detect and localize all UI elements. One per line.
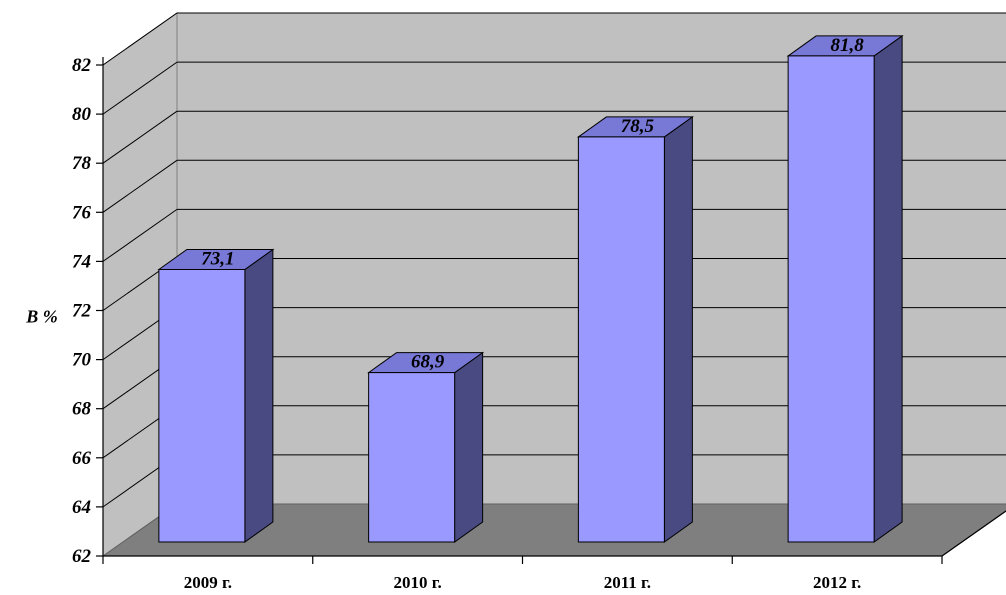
bar: [368, 372, 456, 543]
axes: [96, 57, 1006, 564]
y-axis-label: В %: [25, 306, 58, 326]
gridline-side: [102, 110, 178, 164]
data-label: 68,9: [411, 352, 445, 373]
floor-edge: [941, 510, 1006, 557]
y-tick-label: 76: [72, 202, 92, 223]
y-tick-label: 72: [72, 301, 92, 322]
labels: 62 64 66 68 70 72 74 76 78 80 82 В % 73,1 2009 г. 68,9…: [25, 35, 864, 592]
gridline-side: [102, 12, 178, 66]
bar: [577, 136, 665, 543]
gridline-side: [102, 61, 178, 115]
y-tick-label: 62: [72, 546, 92, 567]
bar-side: [454, 351, 484, 543]
bar-side: [663, 115, 693, 543]
data-label: 81,8: [831, 35, 865, 56]
y-tick-label: 80: [72, 104, 92, 125]
data-label: 73,1: [201, 248, 234, 269]
y-tick-label: 64: [72, 497, 91, 518]
y-tick-label: 74: [72, 251, 91, 272]
gridline-side: [102, 208, 178, 262]
bar-side: [873, 34, 903, 543]
x-tick-label: 2010 г.: [393, 573, 441, 592]
data-label: 78,5: [621, 116, 655, 137]
bars: [157, 34, 904, 543]
bar-side: [244, 248, 274, 543]
x-tick-label: 2011 г.: [604, 573, 651, 592]
y-tick-label: 68: [72, 399, 92, 420]
y-tick-label: 82: [72, 55, 92, 76]
y-tick-label: 66: [72, 448, 92, 469]
gridline-side: [102, 159, 178, 213]
y-tick-label: 70: [72, 350, 92, 371]
x-tick-label: 2012 г.: [813, 573, 861, 592]
bar: [787, 55, 875, 543]
y-tick-label: 78: [72, 153, 92, 174]
x-tick-label: 2009 г.: [184, 573, 232, 592]
bar: [158, 268, 246, 543]
